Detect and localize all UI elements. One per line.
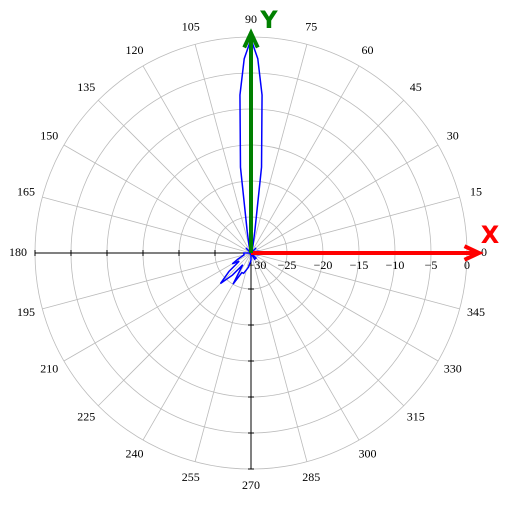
angle-label: 90 xyxy=(245,12,257,26)
grid-spoke xyxy=(250,252,439,362)
grid-spoke xyxy=(250,44,308,254)
angle-label: 210 xyxy=(40,361,58,375)
grid-spoke xyxy=(250,252,460,310)
angle-label: 120 xyxy=(126,43,144,57)
angle-label: 225 xyxy=(77,410,95,424)
r-tick-label: −5 xyxy=(425,258,438,272)
angle-label: 330 xyxy=(444,361,462,375)
angle-label: 195 xyxy=(17,305,35,319)
angle-label: 15 xyxy=(470,184,482,198)
angle-label: 240 xyxy=(126,447,144,461)
grid-spoke xyxy=(142,65,252,254)
pattern-line xyxy=(219,36,266,285)
r-tick-label: −25 xyxy=(278,258,297,272)
angle-label: 315 xyxy=(407,410,425,424)
grid-spoke xyxy=(97,99,252,254)
angle-label: 270 xyxy=(242,478,260,492)
grid-spoke xyxy=(250,196,460,254)
r-tick-label: −15 xyxy=(350,258,369,272)
grid-spoke xyxy=(250,252,405,407)
angle-label: 60 xyxy=(362,43,374,57)
angle-label: 75 xyxy=(305,20,317,34)
angle-label: 180 xyxy=(9,245,27,259)
arrow-head xyxy=(463,244,484,262)
r-tick-label: −10 xyxy=(386,258,405,272)
grid-spoke xyxy=(194,252,252,462)
angle-label: 30 xyxy=(447,128,459,142)
arrow-head xyxy=(242,28,260,49)
arrow-label: X xyxy=(481,221,500,249)
r-tick-label: −20 xyxy=(314,258,333,272)
grid-spoke xyxy=(42,252,252,310)
angle-label: 300 xyxy=(359,447,377,461)
grid-spoke xyxy=(250,99,405,254)
grid-spoke xyxy=(63,144,252,254)
grid-spoke xyxy=(250,65,360,254)
grid-spoke xyxy=(97,252,252,407)
grid-spoke xyxy=(250,252,308,462)
angle-label: 285 xyxy=(302,470,320,484)
angle-label: 255 xyxy=(182,470,200,484)
grid-spoke xyxy=(250,252,360,441)
angle-label: 0 xyxy=(481,245,487,259)
grid-spoke xyxy=(194,44,252,254)
angle-label: 135 xyxy=(77,80,95,94)
angle-label: 150 xyxy=(40,128,58,142)
grid-spoke xyxy=(42,196,252,254)
arrow-label: Y xyxy=(259,6,278,34)
r-tick-label: −30 xyxy=(248,258,267,272)
r-tick-label: 0 xyxy=(464,258,470,272)
angle-label: 165 xyxy=(17,184,35,198)
angle-label: 45 xyxy=(410,80,422,94)
angle-label: 345 xyxy=(467,305,485,319)
grid-spoke xyxy=(63,252,252,362)
grid-spoke xyxy=(250,144,439,254)
angle-label: 105 xyxy=(182,20,200,34)
